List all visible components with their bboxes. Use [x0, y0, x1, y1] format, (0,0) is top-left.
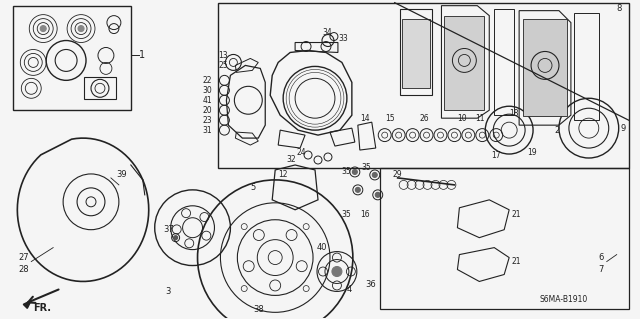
Text: 10: 10: [458, 114, 467, 123]
Text: 26: 26: [420, 114, 429, 123]
Circle shape: [40, 26, 46, 32]
Text: S6MA-B1910: S6MA-B1910: [539, 295, 588, 304]
Text: 5: 5: [250, 183, 255, 192]
Text: 35: 35: [362, 163, 372, 173]
Text: 2: 2: [554, 126, 559, 135]
Text: 20: 20: [202, 106, 212, 115]
Text: 21: 21: [511, 210, 521, 219]
Text: 30: 30: [202, 86, 212, 95]
Circle shape: [173, 236, 178, 240]
Circle shape: [355, 187, 360, 192]
Text: 37: 37: [164, 225, 175, 234]
Text: 32: 32: [286, 155, 296, 165]
Circle shape: [375, 192, 380, 197]
Text: 14: 14: [360, 114, 369, 123]
Bar: [402, 19, 429, 88]
Bar: [84, 78, 116, 99]
Text: 3: 3: [166, 287, 171, 296]
Text: 1: 1: [139, 50, 145, 61]
Text: 16: 16: [360, 210, 369, 219]
Circle shape: [372, 173, 377, 177]
Text: 4: 4: [347, 285, 352, 294]
Text: 9: 9: [621, 124, 626, 133]
Polygon shape: [23, 300, 31, 308]
Text: 31: 31: [202, 126, 212, 135]
Text: FR.: FR.: [33, 303, 51, 313]
Bar: [13, 6, 131, 110]
Text: 34: 34: [322, 28, 332, 37]
Text: 28: 28: [19, 265, 29, 274]
Circle shape: [353, 169, 357, 174]
Text: 35: 35: [342, 167, 351, 176]
Bar: [523, 19, 567, 116]
Text: 27: 27: [19, 253, 29, 262]
Text: 22: 22: [202, 76, 212, 85]
Text: 8: 8: [617, 4, 622, 13]
Text: 25: 25: [218, 61, 228, 70]
Text: 15: 15: [385, 114, 394, 123]
Text: 41: 41: [202, 96, 212, 105]
Circle shape: [332, 267, 342, 277]
Text: 12: 12: [278, 170, 288, 179]
Text: 38: 38: [253, 305, 264, 314]
Bar: [444, 16, 484, 110]
Text: 17: 17: [492, 151, 501, 160]
Text: 21: 21: [511, 257, 521, 266]
Text: 13: 13: [218, 51, 228, 60]
Circle shape: [78, 26, 84, 32]
Text: 19: 19: [527, 147, 537, 157]
Text: 24: 24: [296, 147, 306, 157]
Text: 36: 36: [365, 280, 376, 289]
Text: 18: 18: [509, 109, 518, 118]
Text: 33: 33: [338, 34, 348, 43]
Text: 35: 35: [342, 210, 351, 219]
Text: 23: 23: [202, 116, 212, 125]
Text: 40: 40: [317, 243, 328, 252]
Text: 29: 29: [393, 170, 403, 179]
Text: 6: 6: [599, 253, 604, 262]
Text: 39: 39: [116, 170, 127, 179]
Text: 11: 11: [476, 114, 485, 123]
Text: 7: 7: [599, 265, 604, 274]
